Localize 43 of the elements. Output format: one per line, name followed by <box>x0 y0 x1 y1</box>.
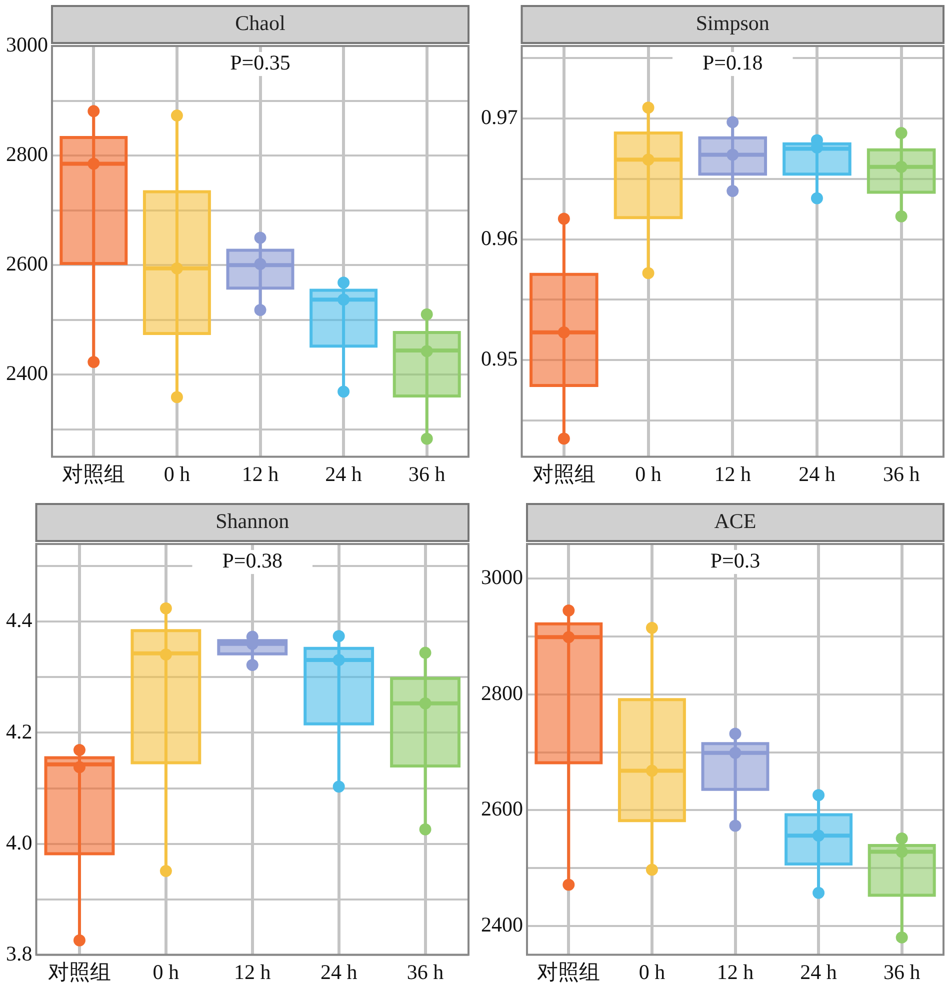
x-tick-label: 36 h <box>883 960 921 984</box>
chart-title: Simpson <box>696 11 770 36</box>
x-tick-label: 12 h <box>716 960 754 984</box>
x-tick-label: 12 h <box>714 462 752 486</box>
y-tick-label: 2800 <box>6 142 48 166</box>
y-tick-label: 0.97 <box>481 105 518 130</box>
y-tick-label: 0.96 <box>481 226 518 250</box>
y-tick-label: 0.95 <box>481 346 518 371</box>
x-tick-label: 12 h <box>234 960 272 984</box>
y-tick-label: 2600 <box>6 252 48 276</box>
y-tick-label: 3000 <box>481 565 523 590</box>
x-tick-label: 0 h <box>164 462 191 486</box>
y-tick-label: 4.4 <box>6 608 33 632</box>
chart-title: Shannon <box>216 509 290 534</box>
chart-title: Chaol <box>235 11 286 36</box>
chart-title: ACE <box>714 509 756 534</box>
y-tick-label: 2400 <box>6 361 48 386</box>
x-tick-label: 36 h <box>406 960 444 984</box>
x-tick-label: 24 h <box>800 960 838 984</box>
annotation: P=0.35 <box>230 50 290 75</box>
y-tick-label: 4.2 <box>6 719 32 744</box>
x-tick-label: 24 h <box>798 462 836 486</box>
x-tick-label: 0 h <box>638 960 666 984</box>
y-tick-label: 2600 <box>481 796 523 821</box>
x-tick-label: 0 h <box>152 960 180 984</box>
x-tick-label: 0 h <box>635 462 662 486</box>
y-tick-label: 2400 <box>481 912 523 936</box>
y-tick-label: 4.0 <box>6 830 32 854</box>
y-tick-label: 3000 <box>6 32 48 57</box>
x-tick-label: 36 h <box>882 462 920 486</box>
x-tick-label: 24 h <box>320 960 358 984</box>
annotation: P=0.38 <box>222 548 283 573</box>
y-tick-label: 3.8 <box>6 941 32 966</box>
x-tick-label: 36 h <box>408 462 446 486</box>
x-tick-label: 对照组 <box>532 462 596 486</box>
annotation: P=0.18 <box>702 50 763 75</box>
x-tick-label: 对照组 <box>48 960 111 984</box>
x-tick-label: 12 h <box>242 462 280 486</box>
y-tick-label: 2800 <box>481 680 523 705</box>
x-tick-label: 对照组 <box>537 960 600 984</box>
x-tick-label: 24 h <box>325 462 362 486</box>
x-tick-label: 对照组 <box>62 462 126 486</box>
annotation: P=0.3 <box>710 548 760 573</box>
